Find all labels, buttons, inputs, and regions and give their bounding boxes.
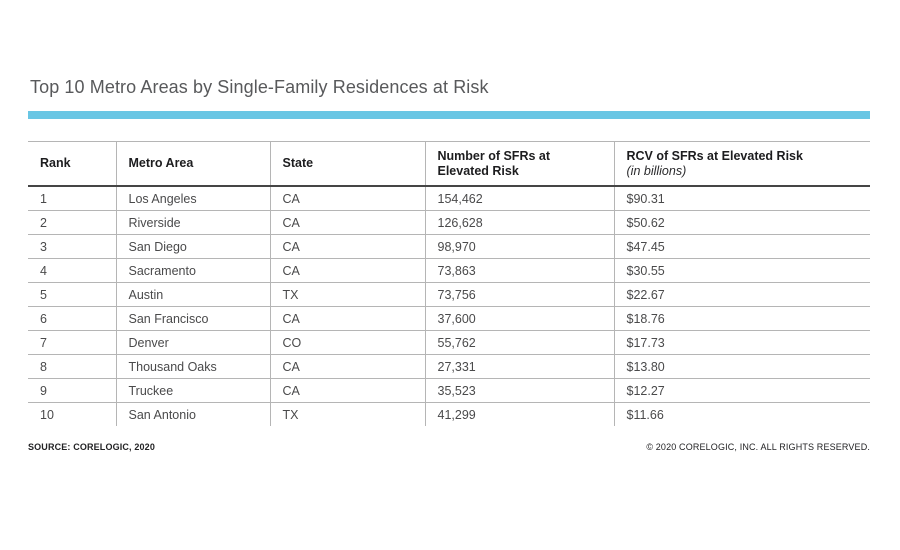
cell-state: CA (269, 234, 425, 259)
footer: SOURCE: CORELOGIC, 2020 © 2020 CORELOGIC… (28, 442, 870, 452)
cell-metro-area: Thousand Oaks (115, 354, 270, 379)
cell-state: CA (269, 354, 425, 379)
table-header: Rank Metro Area State Number of SFRs at … (28, 141, 870, 187)
cell-rcv: $18.76 (613, 306, 870, 331)
cell-rank: 8 (28, 354, 116, 379)
cell-rank: 6 (28, 306, 116, 331)
cell-sfrs: 98,970 (424, 234, 614, 259)
page-title: Top 10 Metro Areas by Single-Family Resi… (30, 77, 489, 97)
cell-metro-area: Denver (115, 330, 270, 355)
table-row: 7 Denver CO 55,762 $17.73 (28, 330, 870, 355)
cell-state: CA (269, 306, 425, 331)
column-header-rank: Rank (28, 141, 116, 187)
table-row: 6 San Francisco CA 37,600 $18.76 (28, 306, 870, 331)
cell-sfrs: 73,756 (424, 282, 614, 307)
cell-rank: 1 (40, 191, 47, 206)
table-row: 1 Los Angeles CA 154,462 $90.31 (28, 186, 870, 211)
table-row: 9 Truckee CA 35,523 $12.27 (28, 378, 870, 403)
cell-metro-area: Riverside (115, 210, 270, 235)
copyright-notice: © 2020 CORELOGIC, INC. ALL RIGHTS RESERV… (646, 442, 870, 452)
cell-rank: 7 (28, 330, 116, 355)
cell-state: CA (269, 258, 425, 283)
cell-rank: 3 (28, 234, 116, 259)
cell-sfrs: 37,600 (424, 306, 614, 331)
column-header-metro-area: Metro Area (115, 141, 270, 187)
cell-rcv: $22.67 (613, 282, 870, 307)
cell-sfrs: 126,628 (424, 210, 614, 235)
column-header-rcv-label: RCV of SFRs at Elevated Risk (626, 148, 803, 163)
metro-risk-table: Rank Metro Area State Number of SFRs at … (28, 141, 870, 426)
cell-sfrs: 154,462 (424, 186, 614, 211)
cell-metro-area: Truckee (115, 378, 270, 403)
accent-divider-bar (28, 111, 870, 119)
cell-state: TX (269, 282, 425, 307)
cell-rank: 9 (28, 378, 116, 403)
cell-metro-area: San Antonio (115, 402, 270, 426)
column-header-sfrs: Number of SFRs at Elevated Risk (424, 141, 614, 187)
column-header-sfrs-line1: Number of SFRs at (437, 148, 551, 163)
cell-sfrs: 73,863 (424, 258, 614, 283)
cell-rank: 10 (28, 402, 116, 426)
cell-rcv: $12.27 (613, 378, 870, 403)
cell-rcv: $30.55 (613, 258, 870, 283)
report-figure: Top 10 Metro Areas by Single-Family Resi… (28, 0, 870, 452)
table-row: 5 Austin TX 73,756 $22.67 (28, 282, 870, 307)
cell-rcv: $90.31 (613, 186, 870, 211)
cell-sfrs: 27,331 (424, 354, 614, 379)
cell-metro-area: Austin (115, 282, 270, 307)
cell-rcv: $47.45 (613, 234, 870, 259)
table-row: 8 Thousand Oaks CA 27,331 $13.80 (28, 354, 870, 379)
table-row: 3 San Diego CA 98,970 $47.45 (28, 234, 870, 259)
cell-state: TX (269, 402, 425, 426)
cell-rank: 4 (28, 258, 116, 283)
cell-rcv: $50.62 (613, 210, 870, 235)
column-header-state: State (269, 141, 425, 187)
cell-rcv: $17.73 (613, 330, 870, 355)
cell-state: CA (269, 378, 425, 403)
cell-state: CO (269, 330, 425, 355)
table-row: 2 Riverside CA 126,628 $50.62 (28, 210, 870, 235)
table-row: 10 San Antonio TX 41,299 $11.66 (28, 402, 870, 426)
table-row: 4 Sacramento CA 73,863 $30.55 (28, 258, 870, 283)
cell-sfrs: 41,299 (424, 402, 614, 426)
cell-sfrs: 55,762 (424, 330, 614, 355)
cell-metro-area: San Francisco (115, 306, 270, 331)
column-header-rcv-sublabel: (in billions) (626, 163, 687, 178)
cell-state: CA (269, 210, 425, 235)
cell-rank: 2 (28, 210, 116, 235)
table-body: 1 Los Angeles CA 154,462 $90.31 2 Rivers… (28, 186, 870, 426)
cell-metro-area: Sacramento (115, 258, 270, 283)
cell-state: CA (269, 186, 425, 211)
column-header-rcv: RCV of SFRs at Elevated Risk (in billion… (613, 141, 870, 187)
cell-rcv: $11.66 (613, 402, 870, 426)
cell-rcv: $13.80 (613, 354, 870, 379)
cell-rank: 5 (28, 282, 116, 307)
cell-metro-area: San Diego (115, 234, 270, 259)
cell-sfrs: 35,523 (424, 378, 614, 403)
column-header-sfrs-line2: Elevated Risk (437, 163, 519, 178)
cell-metro-area: Los Angeles (115, 186, 270, 211)
table-header-row: Rank Metro Area State Number of SFRs at … (28, 141, 870, 187)
source-attribution: SOURCE: CORELOGIC, 2020 (28, 442, 155, 452)
